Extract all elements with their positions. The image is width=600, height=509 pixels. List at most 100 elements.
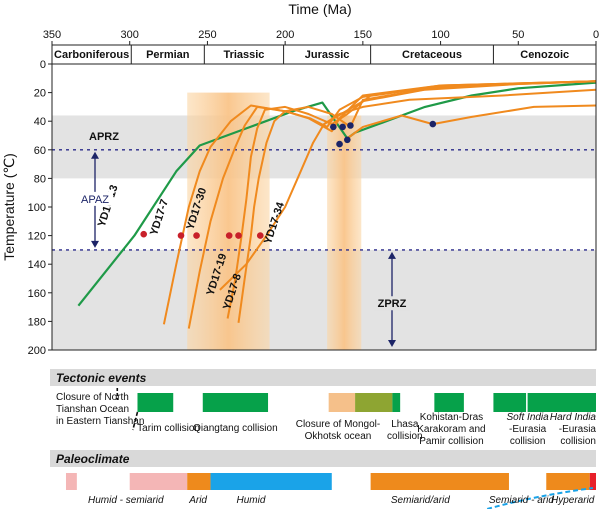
x-tick-label-100: 100 bbox=[431, 29, 449, 41]
paleoclimate-panel: Humid - semiarid Arid Humid Semiarid/arid Se… bbox=[65, 473, 596, 509]
tectonic-label-7-line-1: Soft India bbox=[506, 412, 549, 423]
tectonic-bar-7 bbox=[493, 393, 527, 412]
series-yd17-8 bbox=[237, 80, 597, 323]
climate-bar-6 bbox=[546, 473, 590, 490]
series-yd17-34 bbox=[219, 88, 597, 291]
climate-bar-3 bbox=[187, 473, 211, 490]
red-point-2 bbox=[177, 232, 185, 239]
climate-label-3: Humid bbox=[236, 495, 265, 506]
y-tick-label-40: 40 bbox=[34, 116, 46, 128]
tectonic-label-7-line-2: -Eurasia bbox=[509, 424, 547, 435]
tectonic-events-panel: Closure of North Tianshan Ocean in Eastern… bbox=[56, 388, 596, 447]
tectonic-label-6: Kohistan-Dras Karakoram and Pamir collisio… bbox=[417, 412, 485, 447]
apaz-label-bg bbox=[77, 191, 113, 206]
tectonic-label-1-line-1: Closure of North bbox=[56, 392, 129, 403]
zprz-label-bg bbox=[374, 296, 410, 311]
paleoclimate-title: Paleoclimate bbox=[56, 452, 130, 466]
tectonic-bar-1 bbox=[137, 393, 174, 412]
y-tick-label-60: 60 bbox=[34, 145, 46, 157]
y-tick-label-80: 80 bbox=[34, 173, 46, 185]
tectonic-label-4-line-1: Closure of Mongol- bbox=[296, 419, 380, 430]
tectonic-label-1-line-2: Tianshan Ocean bbox=[56, 404, 129, 415]
red-point-5 bbox=[235, 232, 242, 239]
climate-bar-4 bbox=[210, 473, 332, 490]
red-point-6 bbox=[256, 232, 264, 239]
tectonic-bar-4 bbox=[355, 393, 393, 412]
tectonic-bar-5 bbox=[392, 393, 401, 412]
tectonic-label-4: Closure of Mongol-Okhotsk ocean bbox=[296, 419, 380, 442]
zone-label-zprz: ZPRZ bbox=[378, 298, 407, 310]
x-tick-label-150: 150 bbox=[354, 29, 372, 41]
climate-dashed-curve bbox=[486, 487, 594, 509]
y-tick-label-120: 120 bbox=[28, 231, 46, 243]
tectonic-label-6-line-1: Kohistan-Dras bbox=[420, 412, 483, 423]
x-tick-label-0: 0 bbox=[593, 29, 599, 41]
red-point-1 bbox=[140, 230, 148, 238]
tectonic-label-3: Qiangtang collision bbox=[193, 423, 278, 434]
point-layer bbox=[140, 120, 437, 239]
period-jurassic: Jurassic bbox=[305, 49, 350, 61]
climate-label-6: Hyperarid bbox=[551, 495, 595, 506]
tectonic-label-1-line-3: in Eastern Tianshan bbox=[56, 416, 144, 427]
tectonic-label-8: Hard India -Eurasia collision bbox=[550, 412, 597, 447]
tectonic-label-3-line-1: Qiangtang collision bbox=[193, 423, 278, 434]
apaz-arrow-down-icon bbox=[91, 240, 99, 248]
period-permian: Permian bbox=[146, 49, 190, 61]
navy-point-2 bbox=[339, 123, 346, 131]
tectonic-events-title: Tectonic events bbox=[56, 371, 147, 385]
zprz-arrow-down-icon bbox=[388, 340, 396, 347]
zone-label-layer: APRZ APAZ ZPRZ bbox=[77, 131, 410, 347]
axes-layer: 0 20 40 60 80 100 120 140 160 180 200 350 300 250 200 1… bbox=[28, 29, 599, 357]
climate-label-2: Arid bbox=[188, 495, 207, 506]
y-tick-label-180: 180 bbox=[28, 316, 46, 328]
navy-point-1 bbox=[330, 123, 337, 131]
tectonic-bar-8 bbox=[527, 393, 596, 412]
period-carboniferous: Carboniferous bbox=[54, 49, 129, 61]
navy-point-6 bbox=[429, 120, 437, 128]
x-tick-label-250: 250 bbox=[198, 29, 216, 41]
y-axis-title: Temperature (℃) bbox=[1, 153, 17, 261]
period-cretaceous: Cretaceous bbox=[402, 49, 462, 61]
red-point-3 bbox=[193, 232, 200, 239]
series-extra-1 bbox=[323, 80, 597, 125]
y-tick-label-20: 20 bbox=[34, 88, 46, 100]
x-tick-label-200: 200 bbox=[276, 29, 294, 41]
tectonic-label-2-line-1: Tarim collision bbox=[137, 423, 200, 434]
x-tick-label-300: 300 bbox=[121, 29, 139, 41]
zprz-arrow-up-icon bbox=[388, 251, 396, 259]
y-tick-label-100: 100 bbox=[28, 202, 46, 214]
climate-bar-2 bbox=[129, 473, 188, 490]
y-tick-label-140: 140 bbox=[28, 259, 46, 271]
x-tick-label-50: 50 bbox=[512, 29, 524, 41]
tectonic-bar-2 bbox=[202, 393, 269, 412]
tectonic-label-8-line-3: collision bbox=[560, 436, 596, 447]
highlight-band-2 bbox=[327, 115, 362, 350]
zone-label-apaz: APAZ bbox=[81, 194, 109, 206]
tectonic-label-6-line-2: Karakoram and bbox=[417, 424, 485, 435]
tectonic-label-4-line-2: Okhotsk ocean bbox=[305, 431, 372, 442]
navy-point-3 bbox=[347, 122, 354, 129]
climate-bar-5 bbox=[370, 473, 509, 490]
y-tick-label-160: 160 bbox=[28, 288, 46, 300]
x-tick-label-350: 350 bbox=[43, 29, 61, 41]
x-axis-title: Time (Ma) bbox=[288, 1, 351, 17]
climate-label-4: Semiarid/arid bbox=[391, 495, 450, 506]
period-cenozoic: Cenozoic bbox=[520, 49, 569, 61]
tectonic-label-2: Tarim collision bbox=[137, 423, 200, 434]
red-point-4 bbox=[225, 232, 233, 239]
tectonic-label-5: Lhasa collision bbox=[387, 419, 423, 442]
apaz-arrow-up-icon bbox=[91, 151, 99, 159]
tectonic-label-8-line-2: -Eurasia bbox=[559, 424, 597, 435]
climate-bar-7 bbox=[589, 473, 596, 490]
zone-layer bbox=[52, 115, 596, 350]
tectonic-label-6-line-3: Pamir collision bbox=[419, 436, 483, 447]
tectonic-label-5-line-1: Lhasa bbox=[391, 419, 419, 430]
y-tick-label-200: 200 bbox=[28, 345, 46, 357]
zone-label-aprz: APRZ bbox=[89, 131, 119, 143]
tectonic-label-7: Soft India -Eurasia collision bbox=[506, 412, 549, 447]
sample-label-yd16-13: YD16-13 bbox=[96, 184, 121, 229]
period-strip: Carboniferous Permian Triassic Jurassic Cret… bbox=[51, 44, 597, 65]
navy-point-4 bbox=[336, 140, 343, 148]
period-strip-frame bbox=[51, 44, 597, 65]
paleoclimate-header bbox=[50, 450, 596, 467]
